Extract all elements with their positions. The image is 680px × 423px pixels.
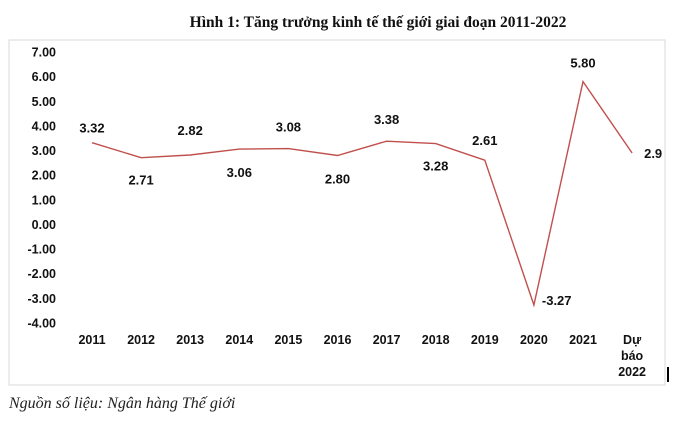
x-tick-label: 2012 <box>127 333 155 347</box>
y-tick-label: -1.00 <box>28 243 57 257</box>
source-note: Nguồn số liệu: Ngân hàng Thế giới <box>9 395 236 412</box>
chart-border <box>8 39 666 386</box>
x-tick-label: 2021 <box>569 333 597 347</box>
data-label: 3.38 <box>374 112 399 127</box>
chart-title: Hình 1: Tăng trưởng kinh tế thế giới gia… <box>190 14 567 31</box>
x-tick-label-line: Dự <box>623 333 642 347</box>
data-label: 2.80 <box>325 171 350 186</box>
x-tick-label: 2017 <box>373 333 401 347</box>
data-label: 2.9 <box>644 146 662 161</box>
y-tick-label: 1.00 <box>32 193 56 207</box>
y-tick-label: 7.00 <box>32 46 56 60</box>
y-tick-label: 5.00 <box>32 95 56 109</box>
y-tick-label: -4.00 <box>28 317 57 331</box>
y-tick-label: -3.00 <box>28 292 57 306</box>
data-labels: 3.32 2.71 2.82 3.06 3.08 2.80 3.38 3.28 2.61 -3.2… <box>79 56 662 308</box>
y-tick-label: 3.00 <box>32 144 56 158</box>
y-tick-label: -2.00 <box>28 267 57 281</box>
series-line <box>91 79 633 308</box>
x-tick-label: 2019 <box>471 333 499 347</box>
data-label: 3.28 <box>423 159 448 174</box>
x-tick-label: 2018 <box>422 333 450 347</box>
data-label: 5.80 <box>570 56 595 71</box>
y-axis: 7.00 6.00 5.00 4.00 3.00 2.00 1.00 0.00 -1.00 -2.… <box>28 46 57 331</box>
data-label: 3.32 <box>79 121 104 136</box>
x-tick-label: 2015 <box>274 333 302 347</box>
x-tick-label: Dự báo 2022 <box>618 333 646 379</box>
y-tick-label: 0.00 <box>32 218 56 232</box>
data-label: 3.08 <box>276 120 301 135</box>
y-tick-label: 4.00 <box>32 119 56 133</box>
data-label: 2.61 <box>472 133 497 148</box>
x-tick-label: 2011 <box>78 333 105 347</box>
x-axis: 2011 2012 2013 2014 2015 2016 2017 2018 2019 2020… <box>78 333 646 379</box>
y-tick-label: 2.00 <box>32 169 56 183</box>
y-tick-label: 6.00 <box>32 70 56 84</box>
x-tick-label-line: 2022 <box>618 365 646 379</box>
data-label: 3.06 <box>227 165 252 180</box>
x-tick-label: 2014 <box>225 333 253 347</box>
x-tick-label: 2020 <box>520 333 548 347</box>
x-tick-label-line: báo <box>621 349 644 363</box>
data-label: -3.27 <box>542 293 572 308</box>
data-label: 2.82 <box>178 123 203 138</box>
x-tick-label: 2016 <box>324 333 352 347</box>
data-label: 2.71 <box>128 173 153 188</box>
x-tick-label: 2013 <box>176 333 204 347</box>
